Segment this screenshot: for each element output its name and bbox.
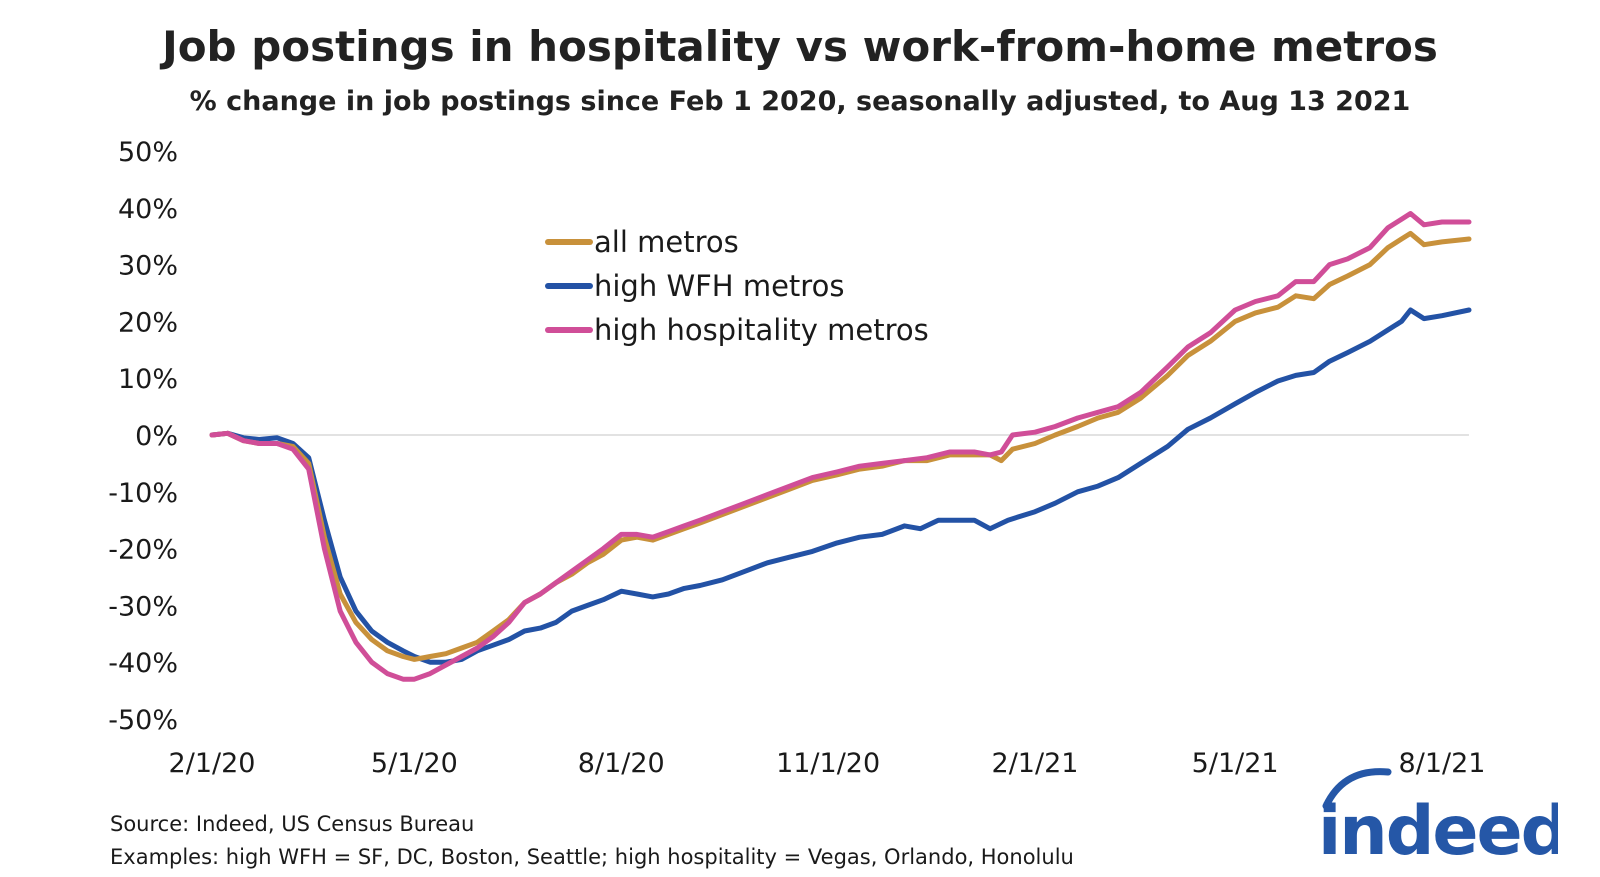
y-tick-label: -50% [108, 705, 178, 736]
x-tick-label: 8/1/20 [578, 748, 665, 779]
y-tick-label: 40% [118, 194, 178, 225]
y-tick-label: -40% [108, 648, 178, 679]
y-tick-label: 50% [118, 137, 178, 168]
examples-note: Examples: high WFH = SF, DC, Boston, Sea… [110, 845, 1074, 869]
x-tick-label: 2/1/20 [169, 748, 256, 779]
logo-arc [1322, 768, 1392, 810]
logo-wordmark: indeed [1318, 792, 1558, 868]
x-tick-label: 8/1/21 [1399, 748, 1486, 779]
source-note: Source: Indeed, US Census Bureau [110, 812, 475, 836]
y-tick-label: 0% [135, 421, 178, 452]
y-tick-label: 10% [118, 364, 178, 395]
series-line-0 [209, 230, 1472, 662]
series-lines [209, 211, 1472, 682]
x-axis-ticks: 2/1/20 5/1/20 8/1/20 11/1/20 2/1/21 5/1/21 8/1… [169, 748, 1486, 779]
legend-label: high WFH metros [594, 269, 844, 303]
y-tick-label: 20% [118, 307, 178, 338]
y-tick-label: -10% [108, 478, 178, 509]
chart-subtitle: % change in job postings since Feb 1 202… [189, 86, 1411, 117]
series-line-1 [209, 307, 1472, 665]
x-tick-label: 5/1/21 [1192, 748, 1279, 779]
y-tick-label: -30% [108, 591, 178, 622]
x-tick-label: 5/1/20 [371, 748, 458, 779]
y-axis-ticks: 50% 40% 30% 20% 10% 0% -10% -20% -30% -40% -50% [108, 137, 178, 736]
series-line-2 [209, 211, 1472, 682]
indeed-logo: indeed [1318, 768, 1558, 868]
legend: all metros high WFH metros high hospitalit… [545, 225, 929, 347]
legend-label: high hospitality metros [594, 313, 929, 347]
x-tick-label: 2/1/21 [992, 748, 1079, 779]
y-tick-label: -20% [108, 535, 178, 566]
x-tick-label: 11/1/20 [776, 748, 880, 779]
y-tick-label: 30% [118, 251, 178, 282]
legend-label: all metros [594, 225, 739, 259]
chart-title: Job postings in hospitality vs work-from… [162, 22, 1438, 71]
